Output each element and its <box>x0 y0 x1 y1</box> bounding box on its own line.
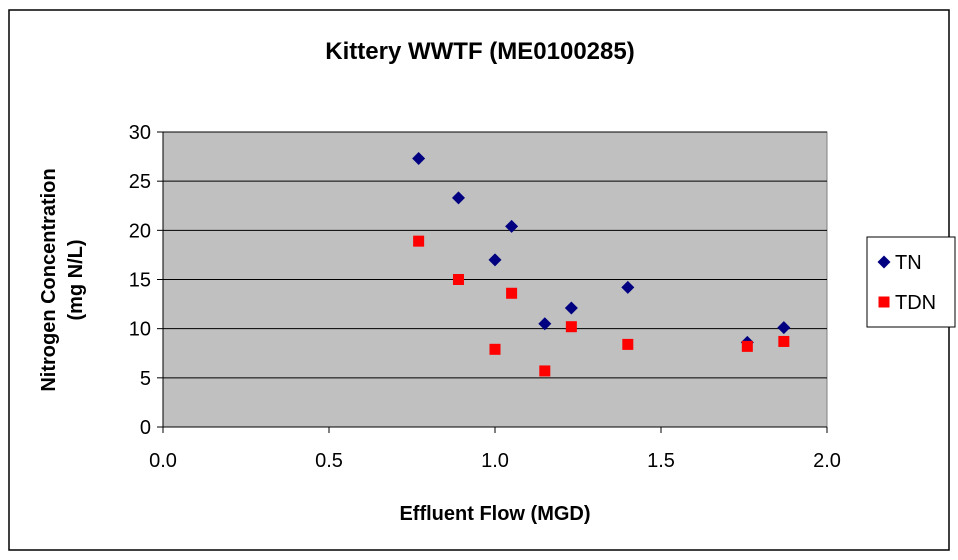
x-axis-label: Effluent Flow (MGD) <box>399 503 590 525</box>
data-point-tn <box>621 280 635 294</box>
x-tick-label: 0.5 <box>315 450 343 472</box>
y-tick-label: 25 <box>129 171 151 193</box>
gridlines <box>163 131 827 379</box>
y-axis-label: Nitrogen Concentration (mg N/L) <box>38 168 87 391</box>
data-point-tdn <box>413 235 425 247</box>
data-point-tdn <box>622 338 634 350</box>
x-tick-labels: 0.0 0.5 1.0 1.5 2.0 <box>149 427 841 472</box>
data-point-tn <box>505 219 519 233</box>
x-tick-label: 2.0 <box>813 450 841 472</box>
data-point-tdn <box>741 340 753 352</box>
y-tick-label: 20 <box>129 220 151 242</box>
data-point-tn <box>488 253 502 267</box>
data-point-tdn <box>452 274 464 285</box>
y-tick-label: 30 <box>129 122 151 144</box>
series-tdn <box>413 235 790 377</box>
data-points <box>412 152 791 377</box>
data-point-tn <box>564 301 578 315</box>
plot-area <box>162 131 828 428</box>
y-tick-label: 5 <box>140 368 151 390</box>
x-tick-label: 0.0 <box>149 450 177 472</box>
y-axis-label-line-2: (mg N/L) <box>65 239 87 320</box>
data-point-tn <box>412 152 426 166</box>
legend-label-tn: TN <box>895 252 922 274</box>
y-tick-label: 0 <box>140 417 151 439</box>
y-axis-label-line-1: Nitrogen Concentration <box>38 168 60 391</box>
y-tick-label: 15 <box>129 270 151 292</box>
legend-label-tdn: TDN <box>895 292 936 314</box>
data-point-tdn <box>489 343 501 355</box>
data-point-tdn <box>778 335 790 347</box>
x-tick-label: 1.5 <box>647 450 675 472</box>
data-point-tdn <box>539 365 551 377</box>
data-point-tn <box>451 191 465 205</box>
legend-box <box>866 236 956 328</box>
data-point-tn <box>777 321 791 335</box>
y-tick-labels: 0 5 10 15 20 25 30 <box>129 122 163 439</box>
chart-title: Kittery WWTF (ME0100285) <box>325 38 634 65</box>
x-tick-label: 1.0 <box>481 450 509 472</box>
data-point-tdn <box>565 321 577 333</box>
legend-marker-tdn <box>878 296 890 308</box>
y-tick-label: 10 <box>129 319 151 341</box>
legend-marker-tn <box>877 255 891 269</box>
legend: TN TDN <box>866 236 956 328</box>
data-point-tdn <box>506 287 518 299</box>
data-point-tn <box>538 317 552 331</box>
